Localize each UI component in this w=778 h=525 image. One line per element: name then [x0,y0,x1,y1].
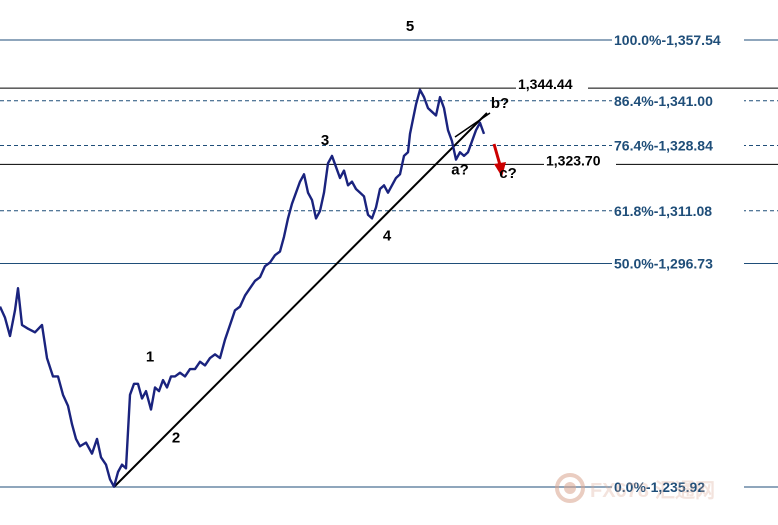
fib-label-bg [612,135,744,154]
key-lines [0,87,778,165]
lower-trend-line [113,112,488,488]
wave-label: 2 [172,430,180,447]
fx678-logo-icon [555,473,585,503]
fib-label-bg [612,477,744,495]
key-level-label: 1,323.70 [546,152,601,168]
fib-label-bg [612,253,744,272]
fib-label-bg [612,200,744,219]
forecast-arrow-shaft [492,143,502,166]
fib-label: 50.0%-1,296.73 [614,256,713,272]
fib-label: 61.8%-1,311.08 [614,203,712,219]
wave-labels: 1 2 3 4 5 a? b? c? [146,18,517,447]
forecast-arrow-head [494,162,506,177]
key-level-label-bg [544,153,616,170]
key-level-label-bg [516,77,588,94]
wave-label: a? [451,161,469,178]
wave-label: 5 [406,18,414,35]
trend-lines [113,112,491,488]
wave-label: c? [499,165,517,182]
fib-label-bg [612,90,744,109]
fib-label: 86.4%-1,341.00 [614,93,713,109]
wave-label: 4 [383,227,392,244]
wave5-peak-connector [454,112,491,138]
fx678-watermark: FX678 汇通网 [555,473,715,503]
fib-label: 0.0%-1,235.92 [614,479,705,495]
fib-label-bg [612,30,744,48]
wave-label: 1 [146,349,154,366]
key-labels: 1,344.44 1,323.70 [516,76,616,170]
watermark-brand: FX678 [590,480,649,502]
fx678-logo-core [564,482,576,494]
fib-labels: 100.0%-1,357.54 86.4%-1,341.00 76.4%-1,328… [612,30,744,495]
key-level-label: 1,344.44 [518,76,573,92]
watermark-cjk: 汇通网 [655,479,715,502]
fib-label: 76.4%-1,328.84 [614,137,713,153]
wave-label: b? [491,95,509,112]
forecast-arrow [492,143,506,177]
fib-label: 100.0%-1,357.54 [614,32,721,48]
price-series-line [0,88,486,488]
wave-label: 3 [321,132,329,149]
